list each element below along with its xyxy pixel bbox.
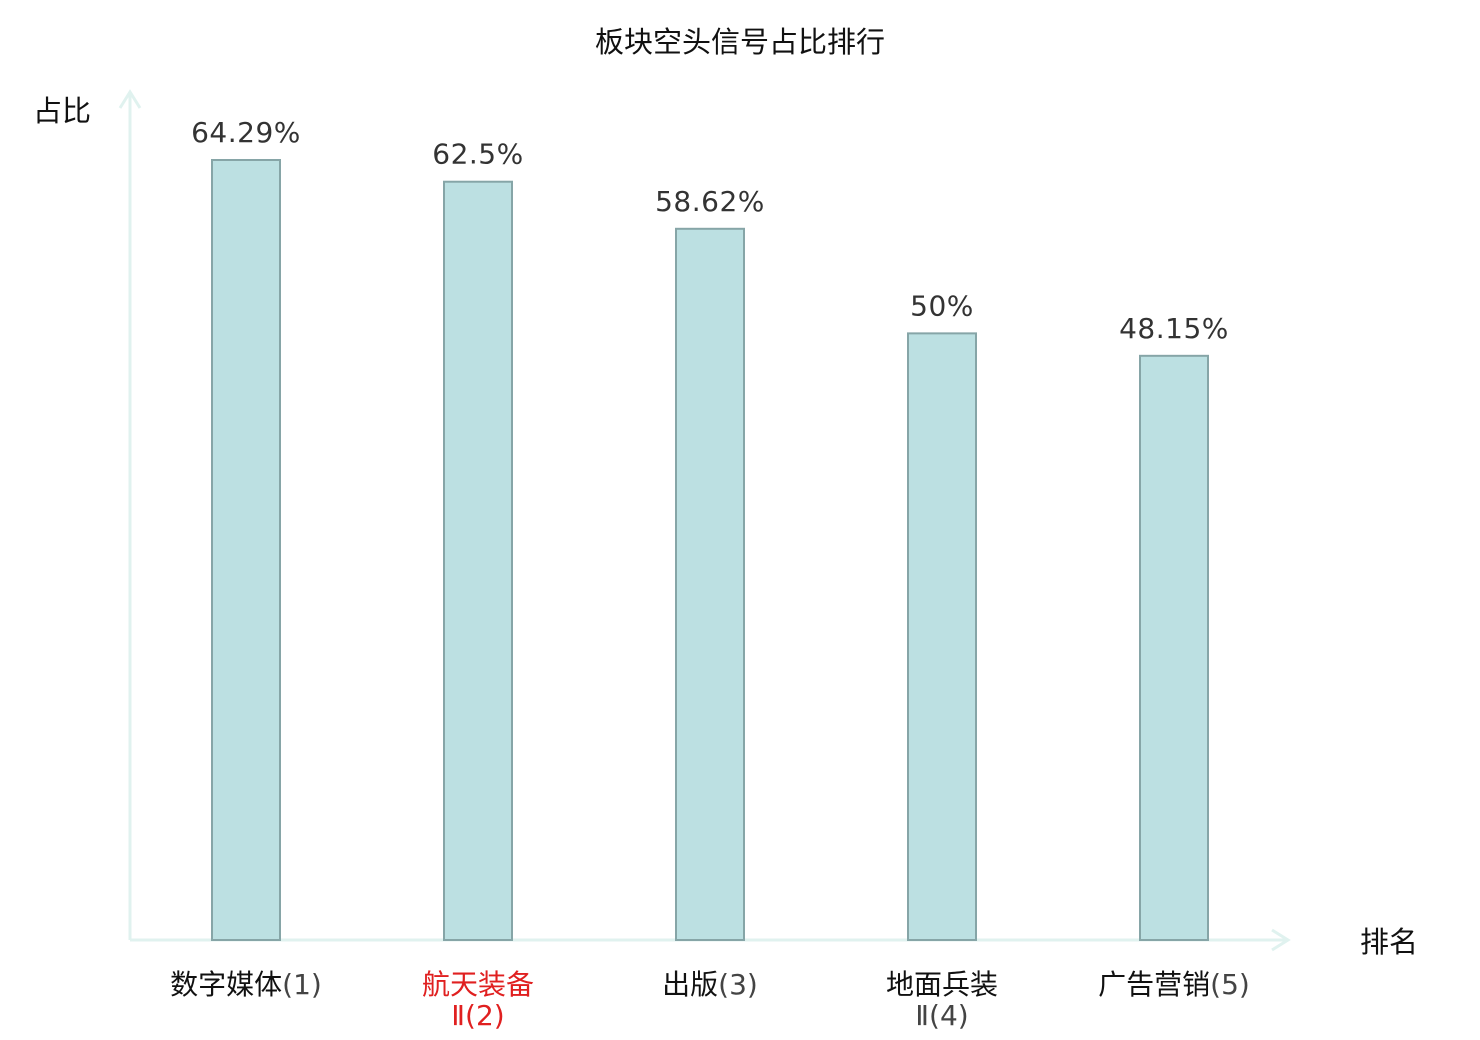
value-label-3: 58.62% — [655, 185, 765, 218]
value-label-1: 64.29% — [191, 116, 301, 149]
chart-title: 板块空头信号占比排行 — [595, 25, 885, 59]
value-labels: 64.29% 62.5% 58.62% 50% 48.15% — [191, 116, 1229, 345]
x-axis-label: 排名 — [1360, 925, 1418, 959]
category-label-3: 出版(3) — [662, 968, 758, 1001]
category-label-5: 广告营销(5) — [1098, 968, 1250, 1001]
category-name: 广告营销 — [1098, 968, 1210, 1001]
category-rank: (1) — [282, 968, 322, 1001]
bar-5 — [1139, 354, 1209, 941]
value-label-4: 50% — [910, 289, 974, 322]
x-axis-arrow — [1271, 928, 1291, 952]
category-label-2-line2: Ⅱ(2) — [451, 999, 504, 1032]
category-label-1: 数字媒体(1) — [170, 968, 322, 1001]
bar-3 — [675, 227, 745, 941]
bar-1 — [211, 159, 281, 941]
category-name: 航天装备 — [422, 968, 534, 1001]
category-name: 地面兵装 — [886, 968, 998, 1001]
category-rank: (5) — [1210, 968, 1250, 1001]
bar-4 — [907, 332, 977, 941]
bar-2 — [443, 180, 513, 941]
category-label-4-line2: Ⅱ(4) — [915, 999, 968, 1032]
category-label-2: 航天装备 — [422, 968, 534, 1001]
y-axis-arrow — [118, 89, 142, 109]
bars — [211, 159, 1209, 941]
value-label-5: 48.15% — [1119, 312, 1229, 345]
category-rank: (3) — [718, 968, 758, 1001]
category-name: 出版 — [662, 968, 718, 1001]
value-label-2: 62.5% — [432, 138, 523, 171]
category-label-4: 地面兵装 — [886, 968, 998, 1001]
category-name: 数字媒体 — [170, 968, 282, 1001]
y-axis-label: 占比 — [33, 94, 91, 128]
